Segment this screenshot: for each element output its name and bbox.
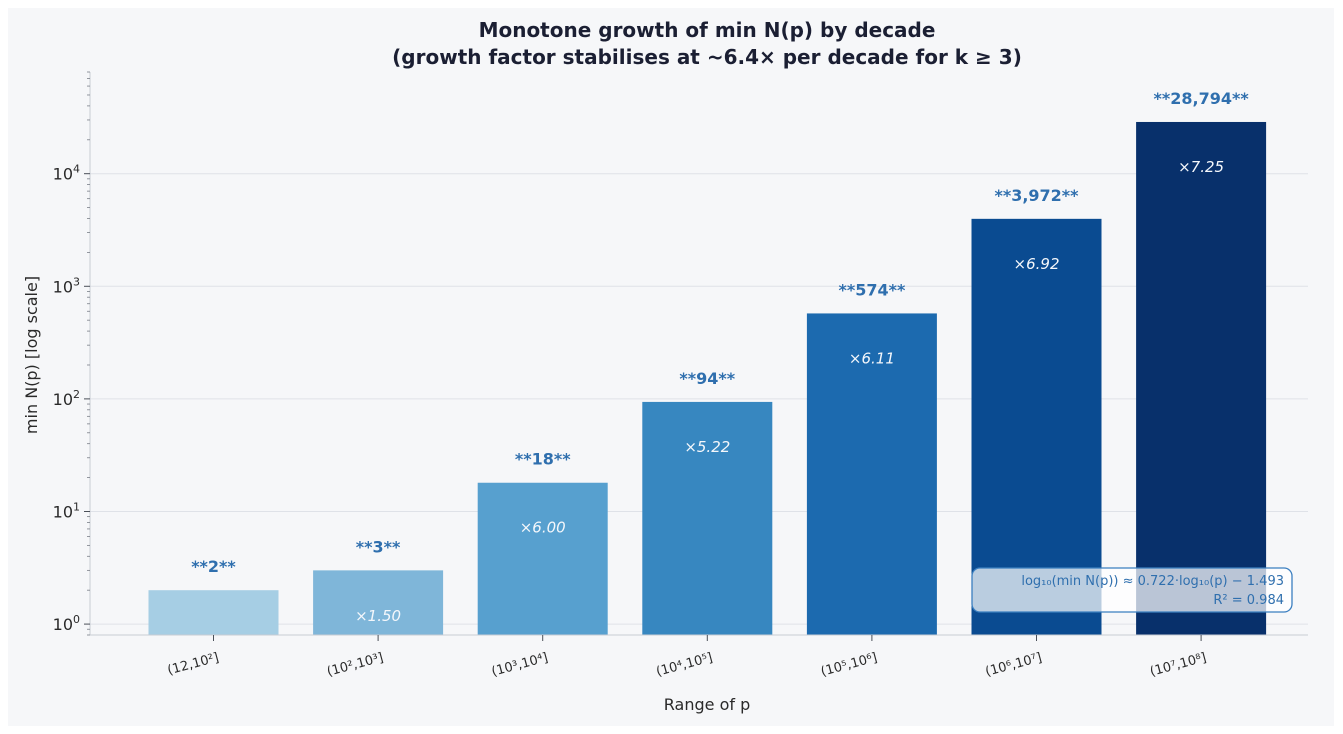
value-label: **2** (191, 557, 236, 576)
bar (642, 401, 773, 635)
growth-label: ×1.50 (355, 607, 401, 625)
value-label: **3,972** (994, 186, 1079, 205)
y-tick-label: 102 (53, 388, 80, 409)
value-label: **574** (838, 280, 906, 299)
bar (148, 590, 279, 635)
chart-subtitle: (growth factor stabilises at ~6.4× per d… (392, 45, 1022, 69)
y-tick-label: 100 (53, 613, 80, 634)
fit-annotation: log₁₀(min N(p)) ≈ 0.722·log₁₀(p) − 1.493… (971, 567, 1293, 613)
y-axis: 100 101 102 103 104 (53, 71, 91, 636)
fit-equation: log₁₀(min N(p)) ≈ 0.722·log₁₀(p) − 1.493 (1021, 574, 1284, 589)
y-tick-label: 104 (53, 163, 80, 184)
bar (313, 570, 444, 635)
bar (1136, 121, 1267, 636)
x-axis-label: Range of p (664, 695, 750, 714)
fit-r-squared: R² = 0.984 (1213, 593, 1284, 608)
value-label: **94** (679, 369, 735, 388)
bars: **2** **3** ×1.50 **18** ×6.00 **94** ×5.22 **5… (148, 89, 1267, 636)
value-label: **3** (356, 537, 401, 556)
bar (477, 482, 608, 635)
growth-label: ×6.11 (849, 349, 895, 367)
chart-title: Monotone growth of min N(p) by decade (479, 18, 936, 42)
value-label: **18** (515, 450, 571, 469)
y-axis-label: min N(p) [log scale] (22, 276, 41, 434)
growth-label: ×5.22 (684, 438, 730, 456)
bar (971, 218, 1102, 636)
value-label: **28,794** (1153, 89, 1249, 108)
growth-label: ×6.92 (1014, 255, 1060, 273)
bar (806, 313, 937, 635)
growth-label: ×6.00 (520, 519, 566, 537)
y-tick-label: 103 (53, 275, 80, 296)
fit-annotation-box (971, 567, 1293, 613)
y-tick-label: 101 (53, 500, 80, 521)
growth-label: ×7.25 (1178, 158, 1224, 176)
